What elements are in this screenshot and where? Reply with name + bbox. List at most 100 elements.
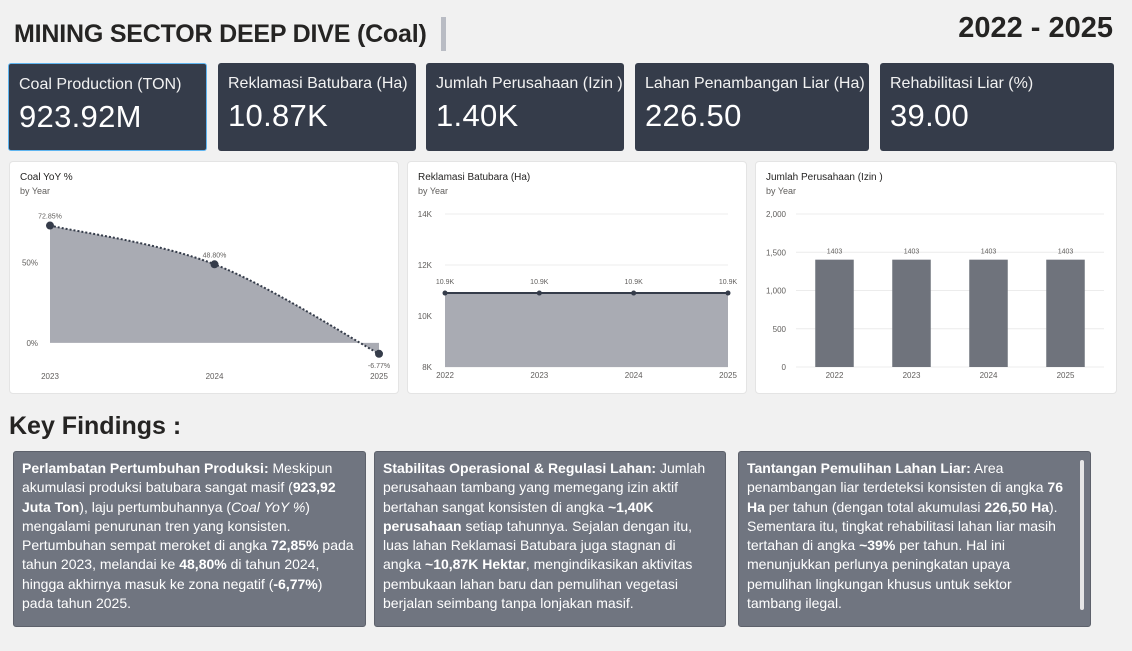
bar xyxy=(969,259,1008,367)
data-point xyxy=(631,290,637,296)
data-label: 1403 xyxy=(1058,249,1074,256)
reklamasi-chart: 8K 10K 12K 14K 10.9K 10.9K 10.9K 10.9K 2022 2023 2… xyxy=(418,210,738,380)
data-point xyxy=(536,290,542,296)
x-tick-label: 2024 xyxy=(625,371,643,380)
chart-subtitle: by Year xyxy=(766,186,797,196)
y-tick-label: 14K xyxy=(418,210,433,219)
chart-title: Jumlah Perusahaan (Izin ) xyxy=(766,172,883,183)
chart-card-reklamasi[interactable]: 8K 10K 12K 14K 10.9K 10.9K 10.9K 10.9K 2022 2023 2… xyxy=(407,161,747,394)
title-accent-bar xyxy=(441,17,446,51)
chart-title: Coal YoY % xyxy=(20,172,73,183)
kpi-card-rehabilitasi[interactable]: Rehabilitasi Liar (%) 39.00 xyxy=(880,63,1114,151)
kpi-value: 226.50 xyxy=(645,98,742,133)
finding-text: Tantangan Pemulihan Lahan Liar: xyxy=(747,460,971,476)
data-label: 72.85% xyxy=(38,214,62,221)
y-tick-label: 2,000 xyxy=(766,210,787,219)
kpi-label: Reklamasi Batubara (Ha) xyxy=(228,75,408,92)
finding-text: ~1,40K perusahaan xyxy=(383,498,654,534)
area-fill xyxy=(50,225,379,354)
finding-text: per tahun. Hal ini menunjukkan perlunya … xyxy=(747,537,1012,612)
chart-card-coal-yoy[interactable]: 0% 50% 72.85% 48.80% -6.77% 2023 2024 2025 Coal… xyxy=(9,161,399,394)
x-tick-label: 2023 xyxy=(903,371,921,380)
finding-text: 76 Ha xyxy=(747,479,1063,515)
y-tick-label: 1,500 xyxy=(766,248,787,257)
data-label: 1403 xyxy=(981,249,997,256)
x-tick-label: 2022 xyxy=(436,371,454,380)
data-label: 10.9K xyxy=(625,279,644,286)
finding-text: Area penambangan liar terdeteksi konsist… xyxy=(747,460,1048,496)
coal-yoy-chart: 0% 50% 72.85% 48.80% -6.77% 2023 2024 2025 xyxy=(22,214,390,381)
scrollbar[interactable] xyxy=(1080,460,1084,610)
finding-card-lahan-liar[interactable]: Tantangan Pemulihan Lahan Liar: Area pen… xyxy=(738,451,1091,627)
x-tick-label: 2024 xyxy=(980,371,998,380)
data-point xyxy=(46,221,54,230)
finding-text: per tahun (dengan total akumulasi xyxy=(764,498,985,515)
chart-title: Reklamasi Batubara (Ha) xyxy=(418,172,531,183)
finding-text: -6,77% xyxy=(273,575,318,592)
kpi-value: 10.87K xyxy=(228,98,329,133)
kpi-label: Coal Production (TON) xyxy=(19,76,182,93)
data-point xyxy=(725,290,731,296)
x-tick-label: 2025 xyxy=(370,372,388,381)
kpi-label: Jumlah Perusahaan (Izin ) xyxy=(436,75,623,92)
x-tick-label: 2025 xyxy=(1057,371,1075,380)
area-fill xyxy=(445,293,728,367)
finding-text: Coal YoY % xyxy=(231,498,306,515)
finding-text: 72,85% xyxy=(271,537,319,554)
data-label: 10.9K xyxy=(719,279,738,286)
data-label: 48.80% xyxy=(203,252,227,259)
kpi-value: 1.40K xyxy=(436,98,519,133)
data-point xyxy=(442,290,448,296)
y-tick-label: 500 xyxy=(773,325,787,334)
data-label: 1403 xyxy=(827,249,843,256)
y-tick-label: 0% xyxy=(26,339,38,348)
finding-text: 923,92 Juta Ton xyxy=(22,479,336,515)
chart-card-jumlah-perusahaan[interactable]: 0 500 1,000 1,500 2,000 1403 2022 1403 2023 1403 2… xyxy=(755,161,1117,394)
jumlah-perusahaan-chart: 0 500 1,000 1,500 2,000 1403 2022 1403 2023 1403 2… xyxy=(766,210,1104,380)
y-tick-label: 10K xyxy=(418,312,433,321)
data-label: 10.9K xyxy=(436,279,455,286)
finding-text: ). Sementara itu, tingkat rehabilitasi l… xyxy=(747,498,1058,554)
chart-subtitle: by Year xyxy=(418,186,449,196)
period-label: 2022 - 2025 xyxy=(958,12,1113,44)
finding-text: Jumlah perusahaan tambang yang memegang … xyxy=(383,460,706,515)
finding-card-stabilitas: Stabilitas Operasional & Regulasi Lahan:… xyxy=(374,451,726,627)
key-findings-title: Key Findings : xyxy=(9,412,182,440)
chart-subtitle: by Year xyxy=(20,186,51,196)
finding-text: pada tahun 2023, melandai ke xyxy=(22,537,354,573)
x-tick-label: 2025 xyxy=(719,371,737,380)
x-tick-label: 2023 xyxy=(41,372,59,381)
finding-text: ) pada tahun 2025. xyxy=(22,575,323,612)
kpi-card-lahan-liar[interactable]: Lahan Penambangan Liar (Ha) 226.50 xyxy=(635,63,869,151)
y-tick-label: 50% xyxy=(22,258,38,267)
finding-text: setiap tahunnya. Sejalan dengan itu, lua… xyxy=(383,517,692,573)
y-tick-label: 0 xyxy=(782,363,787,372)
finding-text: , mengindikasikan aktivitas pembukaan la… xyxy=(383,556,693,612)
kpi-label: Rehabilitasi Liar (%) xyxy=(890,75,1034,92)
finding-text: ~39% xyxy=(859,537,896,554)
bar xyxy=(1046,259,1085,367)
finding-text: ) mengalami penurunan tren yang konsiste… xyxy=(22,498,310,554)
x-tick-label: 2022 xyxy=(826,371,844,380)
kpi-card-reklamasi[interactable]: Reklamasi Batubara (Ha) 10.87K xyxy=(218,63,416,151)
finding-card-produksi: Perlambatan Pertumbuhan Produksi: Meskip… xyxy=(13,451,366,627)
finding-text: Stabilitas Operasional & Regulasi Lahan: xyxy=(383,460,657,476)
page-title: MINING SECTOR DEEP DIVE (Coal) xyxy=(14,20,427,48)
kpi-card-coal-production[interactable]: Coal Production (TON) 923.92M xyxy=(8,63,207,151)
kpi-value: 923.92M xyxy=(19,99,142,134)
kpi-card-jumlah-perusahaan[interactable]: Jumlah Perusahaan (Izin ) 1.40K xyxy=(426,63,624,151)
data-label: 1403 xyxy=(904,249,920,256)
x-tick-label: 2024 xyxy=(206,372,224,381)
bar xyxy=(815,259,854,367)
finding-text: 48,80% xyxy=(179,556,227,573)
bar xyxy=(892,259,931,367)
y-tick-label: 1,000 xyxy=(766,287,787,296)
kpi-value: 39.00 xyxy=(890,98,970,133)
y-tick-label: 8K xyxy=(422,363,432,372)
x-tick-label: 2023 xyxy=(530,371,548,380)
data-label: 10.9K xyxy=(530,279,549,286)
finding-text: 226,50 Ha xyxy=(984,498,1049,515)
finding-text: Meskipun akumulasi produksi batubara san… xyxy=(22,460,333,496)
data-point xyxy=(375,349,383,358)
finding-text: di tahun 2024, hingga akhirnya masuk ke … xyxy=(22,556,320,592)
